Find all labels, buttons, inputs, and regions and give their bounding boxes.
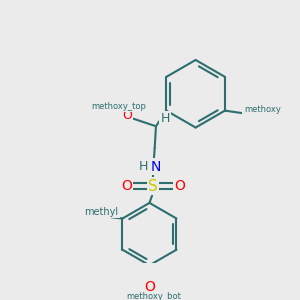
Text: S: S (148, 178, 158, 194)
Text: O: O (122, 109, 132, 122)
Text: methoxy_top: methoxy_top (91, 102, 146, 111)
Text: O: O (174, 179, 185, 193)
Text: O: O (144, 280, 155, 294)
Text: H: H (160, 112, 170, 125)
Text: N: N (151, 160, 161, 173)
Text: O: O (243, 105, 253, 119)
Text: methyl: methyl (85, 207, 119, 217)
Text: methoxy_bot: methoxy_bot (126, 292, 181, 300)
Text: O: O (122, 179, 132, 193)
Text: methoxy: methoxy (244, 105, 281, 114)
Text: H: H (138, 160, 148, 173)
